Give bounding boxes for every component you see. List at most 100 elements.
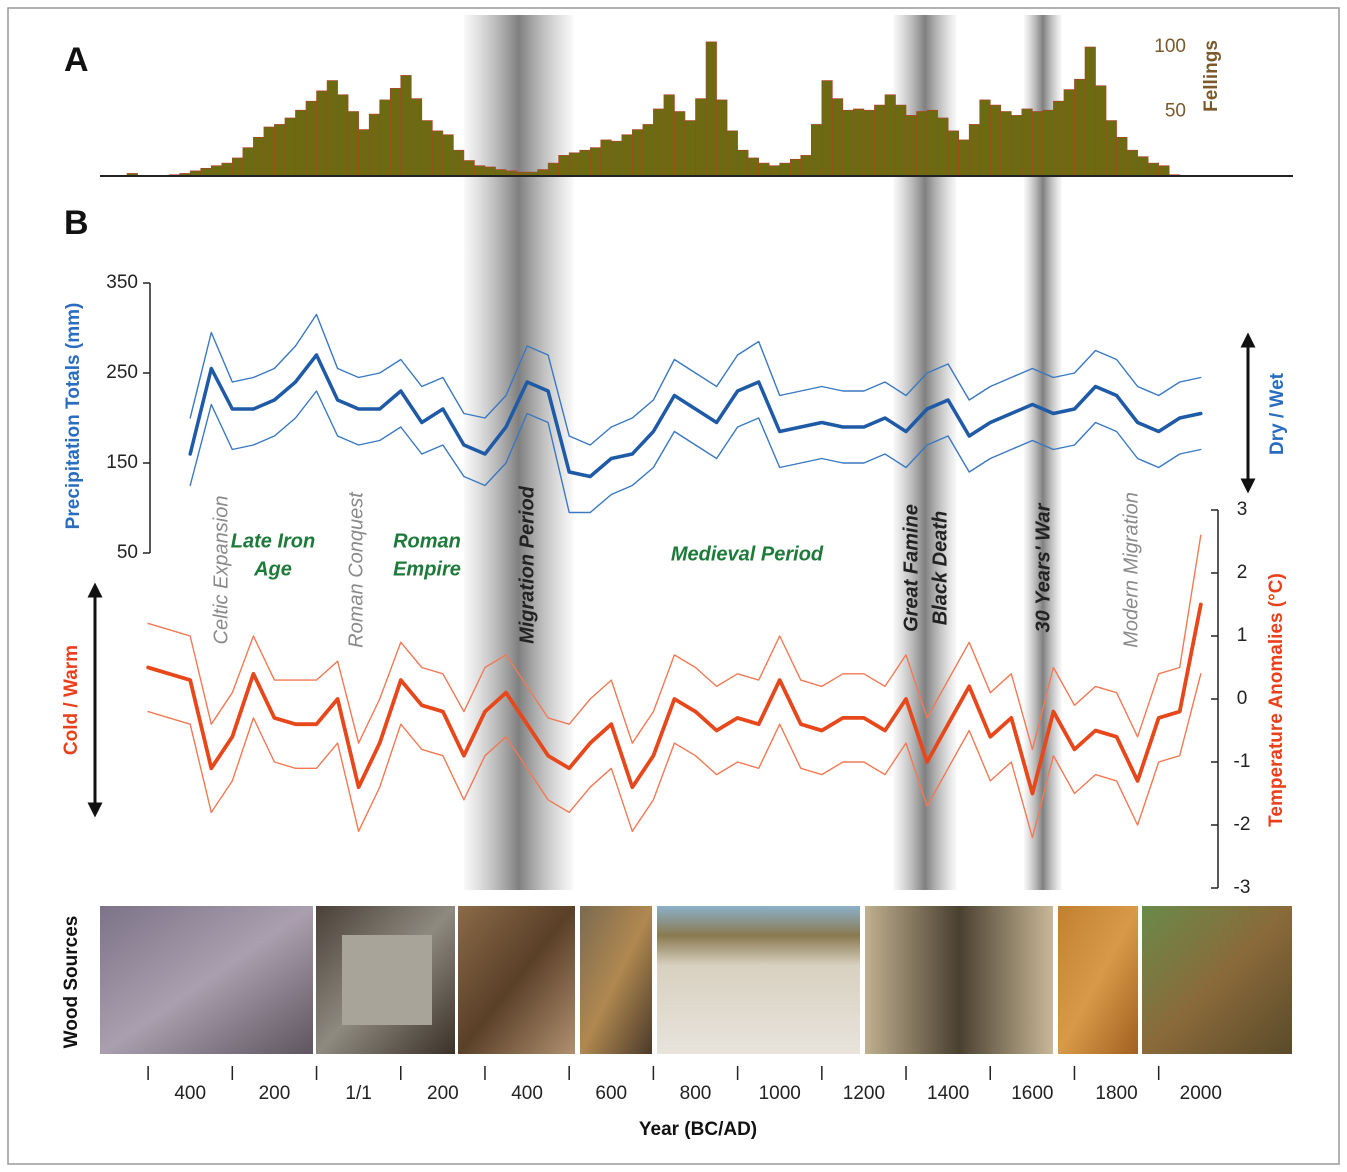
bar [200, 167, 212, 177]
bar [589, 147, 602, 177]
bar [1042, 109, 1054, 177]
bar [758, 162, 770, 177]
annotation: 30 Years' War [1032, 502, 1054, 632]
bar [947, 130, 959, 177]
y2-tick-label: -3 [1234, 877, 1251, 898]
x-tick-label: 400 [174, 1083, 206, 1104]
bar [663, 94, 675, 177]
annotation: Celtic Expansion [210, 496, 232, 645]
annotation: Black Death [929, 511, 951, 626]
y-tick-label: 250 [106, 362, 138, 383]
annotation: Migration Period [516, 485, 538, 644]
bar [1084, 46, 1096, 177]
bar [284, 117, 296, 177]
bar [621, 134, 633, 177]
photo [580, 906, 652, 1054]
bar [221, 162, 233, 177]
annotation: Age [253, 558, 292, 580]
bar [453, 149, 465, 177]
bar [389, 87, 402, 177]
bar [916, 111, 928, 177]
bar [926, 109, 938, 177]
x-tick-label: 600 [595, 1083, 627, 1104]
bar [1021, 108, 1033, 177]
bar [610, 140, 623, 177]
bar [474, 165, 486, 177]
y-axis-title: Fellings [1201, 40, 1222, 112]
bar [779, 162, 791, 177]
bar [937, 117, 949, 177]
bar [347, 111, 359, 177]
bar [726, 130, 738, 177]
bar [1105, 120, 1117, 177]
bar [242, 147, 254, 177]
bar [210, 165, 223, 177]
bar [716, 99, 728, 177]
annotation: Roman Conquest [345, 491, 367, 648]
bar [547, 162, 559, 177]
x-tick-label: 1400 [927, 1083, 969, 1104]
bar [368, 113, 380, 177]
y2-tick-label: 1 [1237, 625, 1248, 646]
bar [410, 98, 423, 177]
bar [432, 130, 444, 177]
bar [1137, 156, 1149, 177]
y2-axis-title: Temperature Anomalies (°C) [1266, 573, 1287, 827]
bar [979, 99, 991, 177]
bar [274, 124, 286, 177]
bar [958, 139, 970, 177]
bar [421, 120, 433, 177]
y2-tick-label: 0 [1237, 688, 1248, 709]
bar [400, 75, 412, 177]
bar [695, 98, 707, 177]
series-line [146, 602, 1203, 796]
bar [842, 109, 854, 177]
photo [1142, 906, 1292, 1054]
bar [789, 158, 802, 177]
bar [1126, 149, 1138, 177]
panel-label: A [64, 41, 89, 79]
bar [316, 90, 328, 177]
bar [968, 124, 981, 177]
y-tick-label: 150 [106, 452, 138, 473]
bar [674, 111, 686, 177]
bar [1000, 111, 1012, 177]
bar [747, 157, 759, 177]
bar [442, 134, 454, 177]
bar [853, 108, 865, 177]
bar [1053, 100, 1065, 177]
bar [1032, 111, 1044, 177]
series-line [188, 353, 1203, 479]
x-tick-label: 1600 [1011, 1083, 1053, 1104]
bar [705, 41, 717, 177]
bar [989, 104, 1002, 177]
annotation: Great Famine [900, 504, 922, 632]
bar [832, 98, 844, 177]
bar [568, 152, 581, 177]
bar [1158, 165, 1170, 177]
bar [810, 124, 823, 177]
photo [458, 906, 575, 1054]
y2-tick-label: 2 [1237, 562, 1248, 583]
bar [337, 94, 349, 177]
annotation: Roman [393, 530, 461, 552]
bar [863, 109, 875, 177]
bar [253, 137, 265, 177]
bar [632, 129, 644, 177]
x-axis-title: Year (BC/AD) [639, 1119, 757, 1140]
bar [1147, 162, 1159, 177]
x-tick-label: 200 [259, 1083, 291, 1104]
bar [379, 99, 391, 177]
series-line [147, 534, 1202, 751]
x-tick-label: 1200 [843, 1083, 885, 1104]
bar [905, 115, 917, 177]
bar [600, 139, 612, 177]
bar [1116, 137, 1128, 177]
bar [484, 166, 496, 177]
annotation: Modern Migration [1120, 492, 1142, 648]
y2-tick-label: -2 [1234, 814, 1251, 835]
y-tick-label: 100 [1154, 36, 1186, 57]
bar [263, 126, 275, 177]
x-tick-label: 2000 [1180, 1083, 1222, 1104]
